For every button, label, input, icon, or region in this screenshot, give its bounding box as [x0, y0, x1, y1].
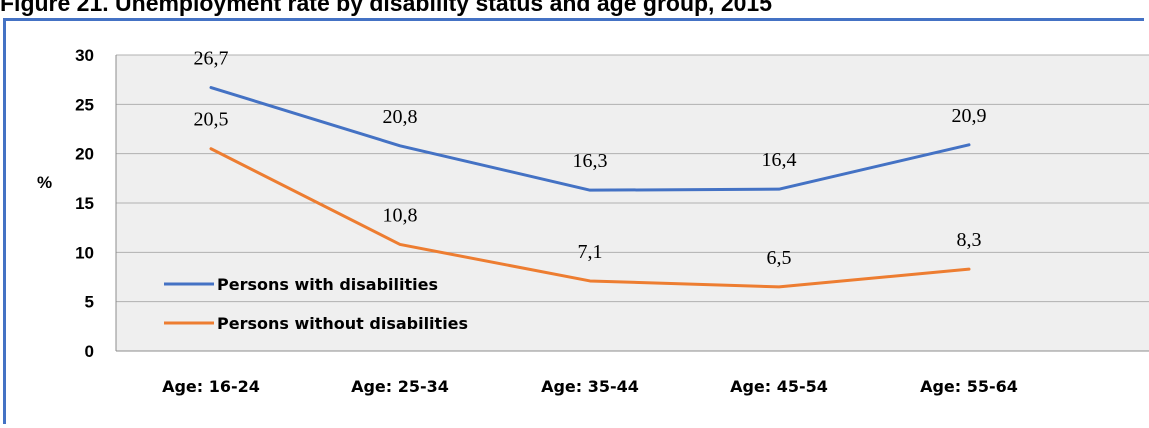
- data-label: 16,3: [573, 150, 608, 172]
- data-label: 7,1: [578, 241, 603, 263]
- x-tick-age-16-24: Age: 16-24: [162, 377, 260, 396]
- y-tick-10: 10: [75, 243, 94, 262]
- gridlines: [115, 54, 1149, 352]
- y-tick-labels: 0 5 10 15 20 25 30: [75, 46, 94, 361]
- x-tick-age-25-34: Age: 25-34: [351, 377, 449, 396]
- data-label: 20,9: [952, 105, 987, 127]
- y-tick-25: 25: [75, 95, 94, 114]
- x-tick-labels: Age: 16-24 Age: 25-34 Age: 35-44 Age: 45-54…: [162, 377, 1018, 396]
- legend-label-with-disabilities: Persons with disabilities: [217, 275, 438, 294]
- y-tick-15: 15: [75, 194, 94, 213]
- y-tick-0: 0: [85, 342, 94, 361]
- data-label: 26,7: [194, 48, 229, 70]
- data-label: 6,5: [767, 247, 792, 269]
- data-label: 16,4: [762, 149, 797, 171]
- series-line-without-disabilities: [209, 147, 971, 289]
- chart-frame: [3, 18, 1144, 424]
- chart-title: Figure 21. Unemployment rate by disabili…: [0, 0, 772, 16]
- x-tick-age-35-44: Age: 35-44: [541, 377, 639, 396]
- series-lines: [209, 86, 971, 289]
- data-label: 20,8: [383, 106, 418, 128]
- data-labels: 26,7 20,8 16,3 16,4 20,9 20,5 10,8 7,1 6,5 8,3: [194, 48, 987, 269]
- y-tick-5: 5: [85, 293, 94, 312]
- y-tick-20: 20: [75, 145, 94, 164]
- series-line-with-disabilities: [209, 86, 971, 192]
- legend: Persons with disabilities Persons without…: [164, 275, 468, 333]
- x-tick-age-45-54: Age: 45-54: [730, 377, 828, 396]
- data-label: 8,3: [957, 229, 982, 251]
- legend-label-without-disabilities: Persons without disabilities: [217, 314, 468, 333]
- y-tick-30: 30: [75, 46, 94, 65]
- y-axis-label: %: [37, 173, 52, 192]
- x-tick-age-55-64: Age: 55-64: [920, 377, 1018, 396]
- data-label: 20,5: [194, 109, 229, 131]
- data-label: 10,8: [383, 204, 418, 226]
